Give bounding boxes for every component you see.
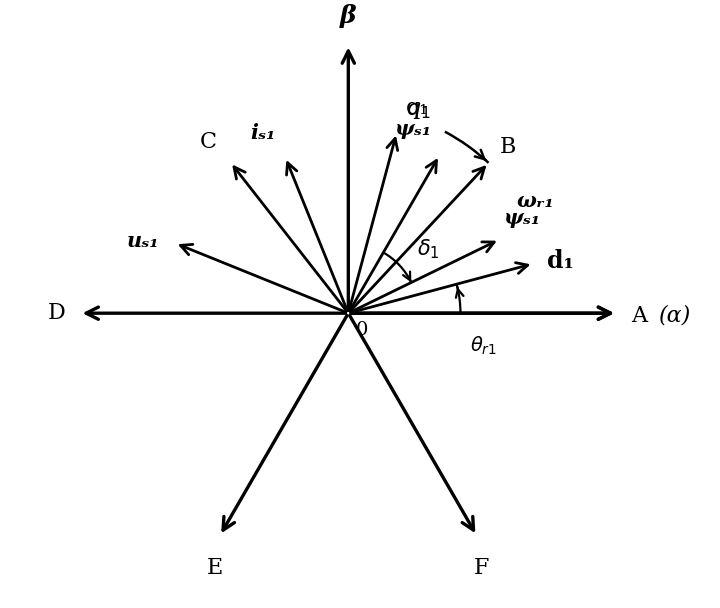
Text: B: B bbox=[500, 136, 516, 158]
Text: ψₛ₁: ψₛ₁ bbox=[504, 208, 541, 228]
Text: (α): (α) bbox=[659, 305, 691, 326]
Text: ωᵣ₁: ωᵣ₁ bbox=[516, 191, 554, 211]
Text: E: E bbox=[207, 557, 223, 579]
Text: iₛ₁: iₛ₁ bbox=[251, 123, 276, 143]
Text: q₁: q₁ bbox=[406, 97, 429, 119]
Text: C: C bbox=[199, 131, 216, 153]
Text: 0: 0 bbox=[356, 320, 368, 339]
Text: d₁: d₁ bbox=[547, 249, 575, 273]
Text: $\theta_{r1}$: $\theta_{r1}$ bbox=[470, 335, 497, 357]
Text: ψₛ₁: ψₛ₁ bbox=[395, 119, 433, 139]
Text: $q_1$: $q_1$ bbox=[406, 99, 431, 121]
Text: D: D bbox=[48, 302, 66, 324]
Text: uₛ₁: uₛ₁ bbox=[126, 231, 158, 251]
Text: β: β bbox=[340, 4, 356, 28]
Text: A: A bbox=[631, 305, 647, 326]
Text: F: F bbox=[474, 557, 489, 579]
Text: $\delta_1$: $\delta_1$ bbox=[417, 238, 439, 261]
